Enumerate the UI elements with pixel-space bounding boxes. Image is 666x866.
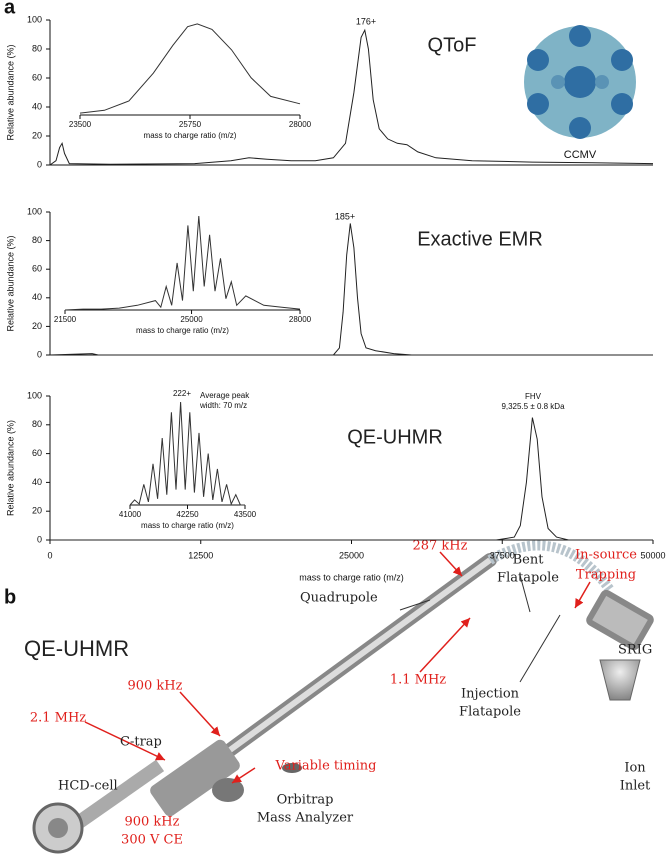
x-tick-label: 12500: [188, 550, 213, 560]
y-axis-label: Relative abundance (%): [5, 235, 15, 331]
peak-label: FHV: [525, 392, 542, 401]
instrument-diagram: QE-UHMR Quadrupole Bent Flatapole SRIG I…: [24, 539, 654, 854]
component-label: SRIG: [618, 643, 652, 658]
setting-label: 1.1 MHz: [390, 673, 446, 688]
x-tick-label: 50000: [640, 550, 665, 560]
x-tick-label: 43500: [234, 510, 257, 519]
mass-label: 9,325.5 ± 0.8 kDa: [501, 402, 565, 411]
peak-label: 185+: [335, 211, 355, 221]
instrument-label: QToF: [428, 34, 477, 56]
component-label: Inlet: [620, 779, 651, 794]
spectrum: [49, 28, 654, 166]
x-axis-label: mass to charge ratio (m/z): [136, 326, 229, 335]
y-tick-label: 20: [32, 130, 42, 140]
setting-label: 900 kHz: [124, 815, 179, 830]
setting-label: 287 kHz: [412, 539, 467, 554]
x-tick-label: 42250: [176, 510, 199, 519]
y-tick-label: 80: [32, 235, 42, 245]
setting-label: Trapping: [576, 568, 636, 583]
x-tick-label: 28000: [289, 120, 312, 129]
y-tick-label: 60: [32, 72, 42, 82]
x-tick-label: 0: [47, 550, 52, 560]
component-label: HCD-cell: [58, 779, 118, 794]
panel-label: b: [4, 586, 16, 608]
setting-label: 900 kHz: [127, 679, 182, 694]
component-label: Flatapole: [497, 571, 559, 586]
setting-label: 2.1 MHz: [30, 711, 86, 726]
component-label: Quadrupole: [300, 591, 378, 606]
y-tick-label: 100: [27, 206, 42, 216]
note: width: 70 m/z: [199, 401, 247, 410]
instrument-label: Exactive EMR: [417, 228, 543, 250]
component-label: Bent: [513, 553, 545, 568]
x-tick-label: 28000: [289, 315, 312, 324]
note: Average peak: [200, 391, 250, 400]
setting-label: Variable timing: [275, 759, 377, 774]
setting-label: 300 V CE: [121, 833, 183, 848]
y-tick-label: 80: [32, 43, 42, 53]
component-label: Orbitrap: [277, 793, 334, 808]
y-tick-label: 80: [32, 419, 42, 429]
component-label: Flatapole: [459, 705, 521, 720]
component-label: Mass Analyzer: [257, 811, 354, 826]
y-tick-label: 20: [32, 321, 42, 331]
y-tick-label: 100: [27, 14, 42, 24]
peak-label: 222+: [173, 389, 191, 398]
y-tick-label: 100: [27, 390, 42, 400]
x-tick-label: 37500: [490, 550, 515, 560]
virus-structure: [524, 25, 636, 139]
spectrum: [79, 23, 301, 114]
y-tick-label: 40: [32, 477, 42, 487]
component-label: C-trap: [120, 735, 162, 750]
y-tick-label: 40: [32, 292, 42, 302]
virus-label: CCMV: [564, 149, 597, 161]
component-label: Injection: [461, 687, 520, 702]
spectrum: [129, 401, 245, 506]
y-tick-label: 20: [32, 506, 42, 516]
y-tick-label: 60: [32, 264, 42, 274]
y-tick-label: 0: [37, 534, 42, 544]
x-tick-label: 25000: [180, 315, 203, 324]
x-tick-label: 25750: [179, 120, 202, 129]
y-tick-label: 0: [37, 159, 42, 169]
spectrum: [64, 215, 301, 311]
peak-label: 176+: [356, 16, 376, 26]
y-tick-label: 60: [32, 448, 42, 458]
x-tick-label: 41000: [119, 510, 142, 519]
spectrum: [49, 223, 653, 356]
x-tick-label: 23500: [69, 120, 92, 129]
y-axis-label: Relative abundance (%): [5, 44, 15, 140]
panel-label: a: [4, 0, 16, 18]
setting-label: In-source: [575, 548, 637, 563]
x-tick-label: 21500: [54, 315, 77, 324]
component-label: Ion: [624, 761, 646, 776]
spectrum: [50, 417, 653, 541]
instrument-label: QE-UHMR: [347, 426, 443, 448]
x-tick-label: 25000: [339, 550, 364, 560]
y-tick-label: 0: [37, 349, 42, 359]
x-axis-label: mass to charge ratio (m/z): [141, 521, 234, 530]
y-axis-label: Relative abundance (%): [5, 420, 15, 516]
diagram-title: QE-UHMR: [24, 636, 129, 661]
x-axis-label: mass to charge ratio (m/z): [299, 572, 404, 582]
y-tick-label: 40: [32, 101, 42, 111]
x-axis-label: mass to charge ratio (m/z): [144, 131, 237, 140]
